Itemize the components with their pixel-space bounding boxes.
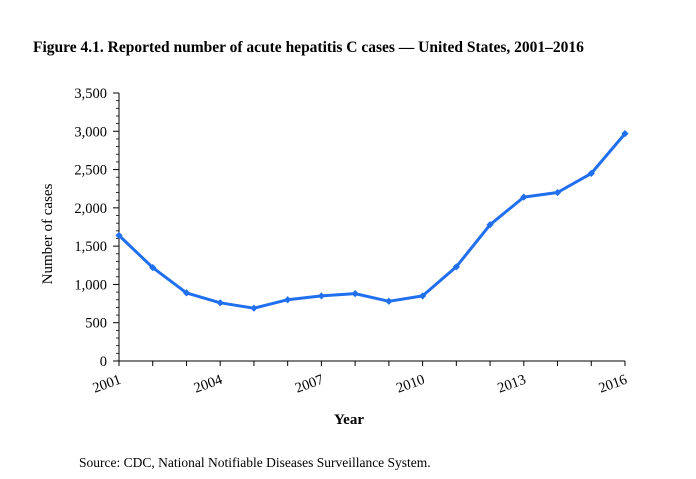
data-point-marker	[115, 231, 123, 240]
data-point-marker	[486, 221, 494, 229]
x-tick-label: 2007	[293, 372, 326, 397]
y-tick-label: 1,000	[74, 277, 107, 293]
chart-series	[115, 129, 629, 312]
x-tick-label: 2013	[495, 372, 528, 397]
data-point-marker	[351, 290, 359, 298]
x-tick-label: 2010	[394, 372, 427, 397]
y-tick-label: 3,500	[74, 86, 107, 102]
data-point-marker	[452, 263, 460, 271]
series-line	[117, 132, 627, 310]
x-axis-title: Year	[334, 412, 364, 428]
y-tick-label: 3,000	[74, 124, 107, 140]
chart-ticks	[113, 92, 626, 366]
y-tick-label: 2,500	[74, 163, 107, 179]
data-point-marker	[385, 297, 393, 305]
data-point-marker	[621, 129, 629, 138]
y-tick-label: 0	[100, 354, 107, 370]
data-point-marker	[284, 296, 292, 304]
figure-source-note: Source: CDC, National Notifiable Disease…	[79, 455, 431, 470]
data-point-marker	[553, 188, 562, 197]
x-tick-label: 2004	[192, 371, 225, 396]
data-point-marker	[419, 292, 427, 300]
chart-axes	[118, 93, 625, 362]
data-point-marker	[182, 289, 191, 297]
data-point-marker	[149, 263, 157, 272]
y-tick-label: 1,500	[74, 239, 107, 255]
y-tick-label: 500	[85, 316, 107, 332]
data-point-marker	[520, 193, 528, 201]
data-point-marker	[216, 299, 224, 307]
x-tick-label: 2016	[597, 372, 630, 397]
y-tick-label: 2,000	[74, 201, 107, 217]
y-axis-title: Number of cases	[40, 183, 56, 284]
data-point-marker	[317, 292, 325, 300]
data-point-marker	[587, 169, 595, 177]
chart-tick-labels: 0 500 1,000 1,500 2,000 2,500 3,000 3,500 2001 20…	[74, 86, 629, 397]
figure-title: Figure 4.1. Reported number of acute hep…	[33, 39, 584, 56]
data-point-marker	[250, 304, 258, 312]
x-tick-label: 2001	[91, 372, 124, 397]
